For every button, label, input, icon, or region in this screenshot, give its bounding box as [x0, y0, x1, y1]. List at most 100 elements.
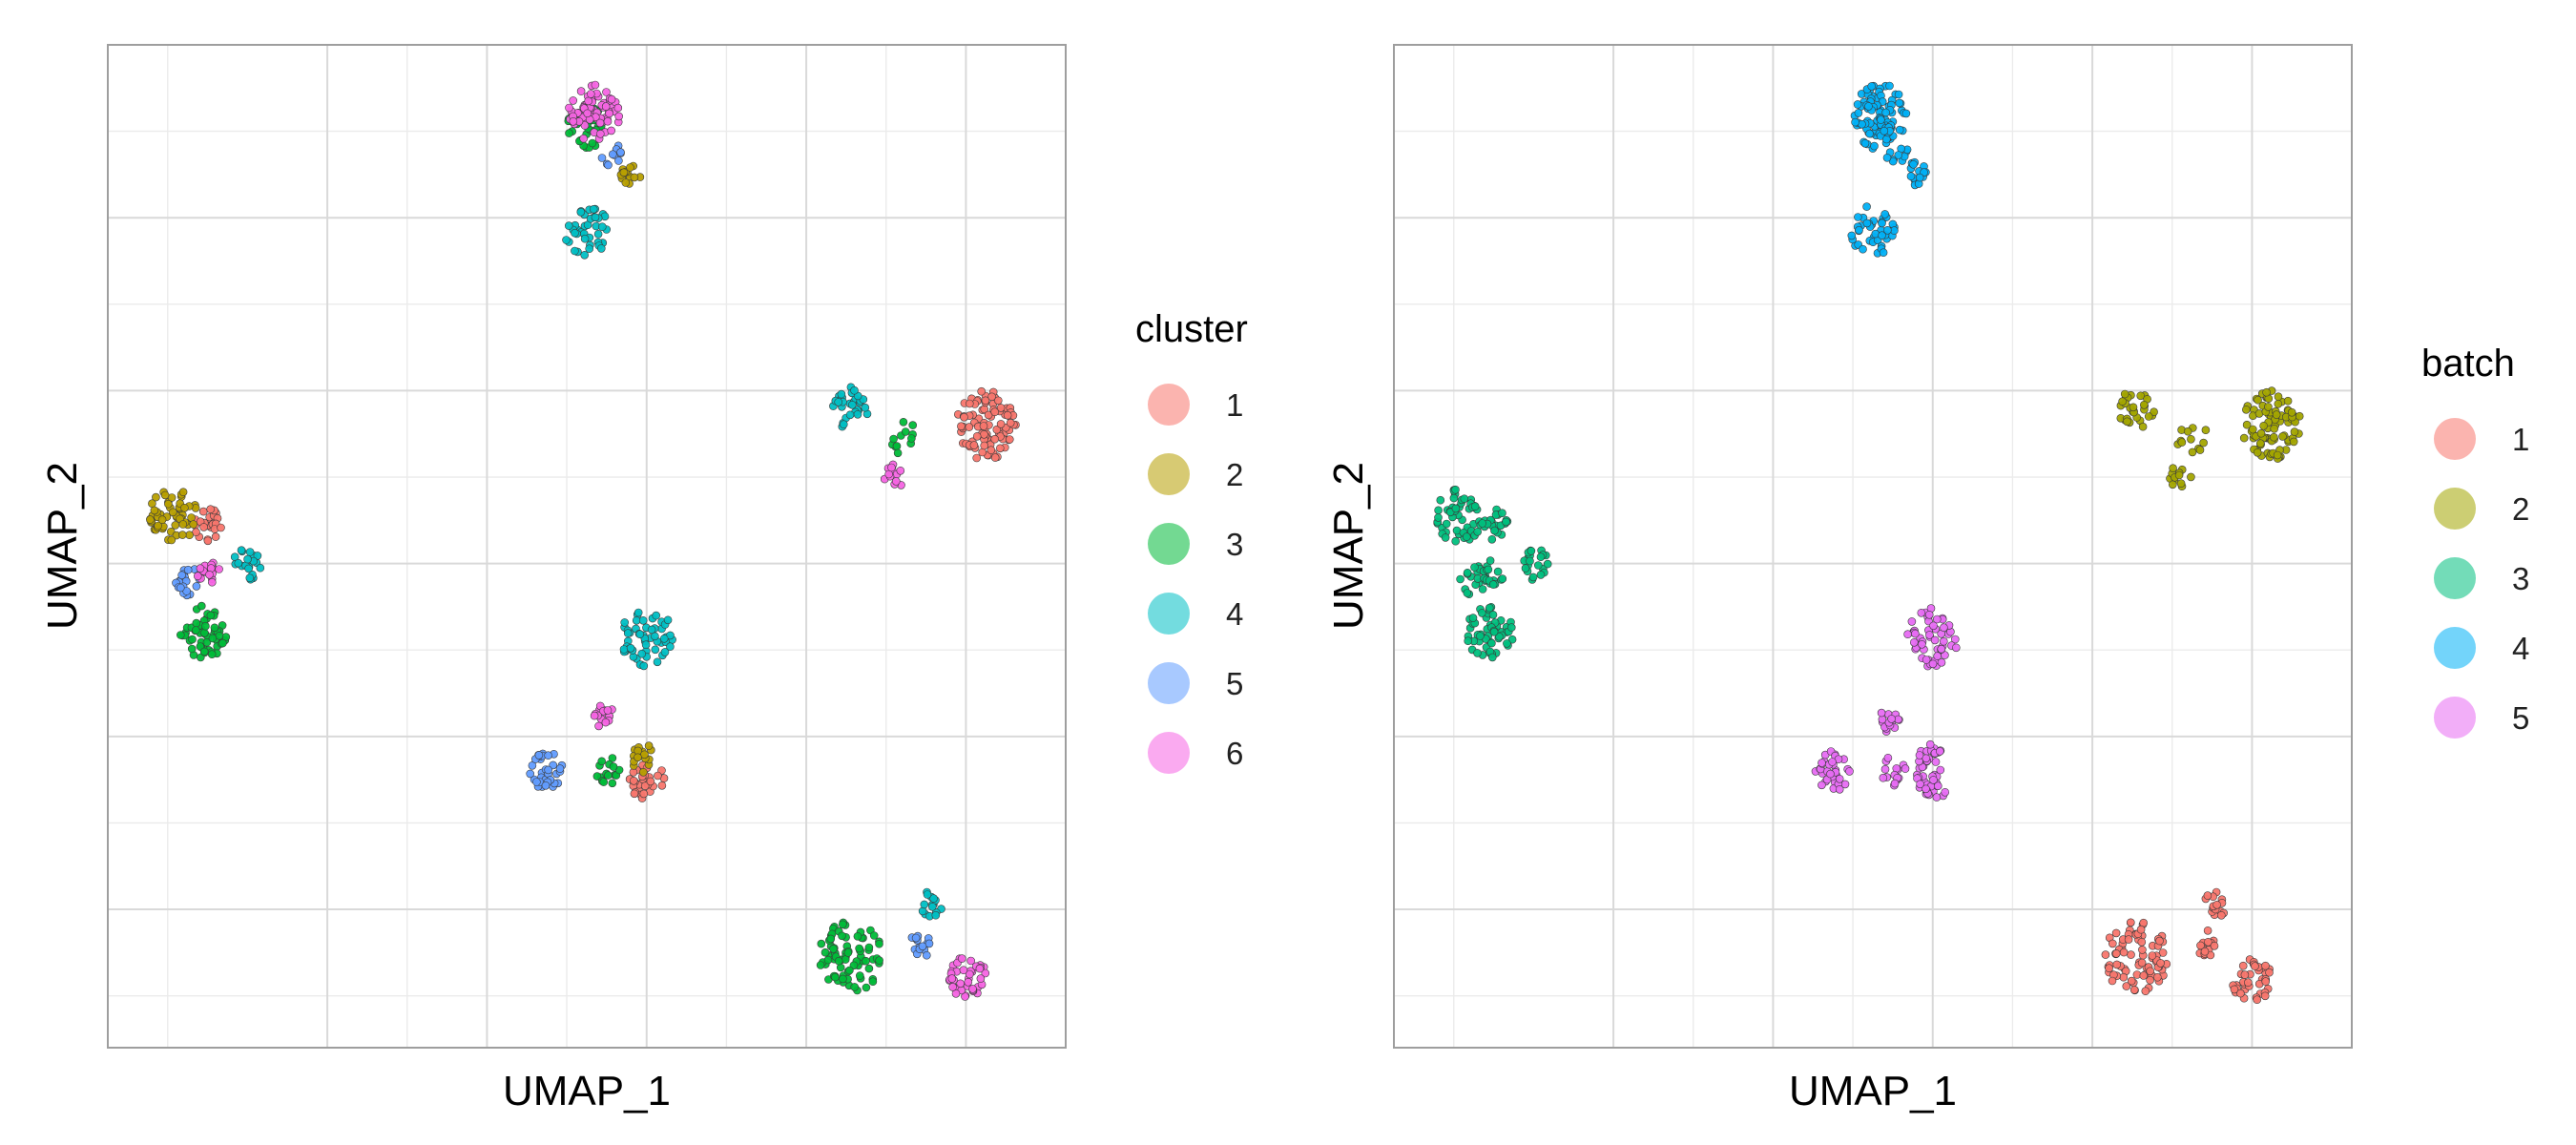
point	[659, 634, 669, 643]
point	[2200, 947, 2210, 956]
point	[1922, 784, 1930, 794]
point	[564, 221, 573, 230]
legend-label: 6	[1226, 736, 1243, 771]
point	[1851, 117, 1859, 127]
point	[626, 643, 635, 653]
point	[594, 721, 603, 731]
point	[2141, 987, 2150, 995]
point	[1507, 623, 1516, 632]
point	[968, 985, 977, 993]
point	[237, 546, 246, 555]
point	[2253, 448, 2262, 457]
point	[177, 631, 185, 639]
point	[194, 572, 202, 581]
point	[2127, 918, 2135, 927]
point	[980, 441, 988, 450]
point	[889, 434, 898, 444]
point	[647, 625, 656, 635]
point	[2217, 910, 2226, 920]
point	[1441, 533, 1450, 542]
point	[652, 611, 661, 620]
point	[1909, 160, 1918, 169]
point	[896, 466, 905, 475]
point	[616, 148, 625, 156]
point	[838, 931, 846, 941]
point	[862, 983, 871, 992]
point	[544, 765, 553, 775]
point	[2137, 958, 2147, 968]
point	[580, 121, 590, 130]
point	[1487, 638, 1496, 648]
point	[1878, 219, 1886, 228]
point	[177, 583, 185, 593]
point	[603, 116, 613, 126]
point	[1434, 506, 1443, 515]
point	[1436, 495, 1445, 505]
point	[1928, 659, 1938, 669]
point	[2148, 951, 2157, 960]
point	[996, 420, 1006, 428]
point	[1907, 617, 1917, 626]
point	[918, 906, 927, 916]
legend-label: 5	[1226, 666, 1243, 701]
point	[2119, 947, 2129, 957]
point	[639, 789, 649, 799]
point	[218, 638, 227, 648]
point	[621, 178, 631, 187]
point	[1941, 787, 1949, 797]
point	[660, 648, 670, 656]
point	[197, 653, 205, 662]
point	[607, 94, 616, 104]
point	[1924, 610, 1934, 619]
point	[2270, 424, 2278, 433]
point	[2177, 438, 2187, 447]
point	[2240, 970, 2250, 979]
point	[947, 974, 957, 983]
point	[1931, 758, 1941, 766]
point	[196, 564, 205, 573]
point	[580, 250, 590, 260]
point	[2105, 964, 2113, 973]
point	[1854, 213, 1862, 221]
point	[1493, 567, 1503, 576]
point	[2155, 936, 2164, 946]
point	[1464, 636, 1472, 646]
point	[2195, 446, 2205, 454]
point	[2101, 950, 2110, 959]
point	[862, 956, 870, 966]
y-axis-title: UMAP_2	[1325, 462, 1372, 630]
point	[972, 453, 982, 463]
point	[215, 565, 223, 573]
point	[992, 425, 1002, 434]
point	[899, 417, 908, 427]
point	[908, 421, 918, 429]
point	[2290, 427, 2299, 436]
legend-key	[1148, 523, 1190, 565]
point	[1507, 635, 1517, 644]
point	[160, 490, 170, 500]
point	[154, 521, 162, 531]
point	[2201, 426, 2211, 435]
point	[2287, 407, 2296, 417]
plot-background	[1394, 45, 2352, 1048]
point	[1936, 765, 1945, 775]
point	[208, 577, 217, 587]
point	[1854, 109, 1863, 117]
point	[839, 974, 847, 984]
point	[1894, 151, 1903, 159]
point	[651, 632, 659, 641]
point	[1881, 108, 1890, 117]
point	[185, 531, 194, 540]
point	[580, 234, 590, 243]
point	[1473, 649, 1482, 657]
point	[1890, 779, 1900, 788]
point	[1503, 639, 1511, 648]
point	[197, 601, 206, 611]
point	[2123, 417, 2131, 427]
point	[1865, 129, 1874, 138]
point	[653, 657, 662, 667]
point	[2111, 928, 2121, 938]
point	[644, 741, 654, 750]
point	[2249, 425, 2257, 434]
point	[838, 920, 847, 929]
